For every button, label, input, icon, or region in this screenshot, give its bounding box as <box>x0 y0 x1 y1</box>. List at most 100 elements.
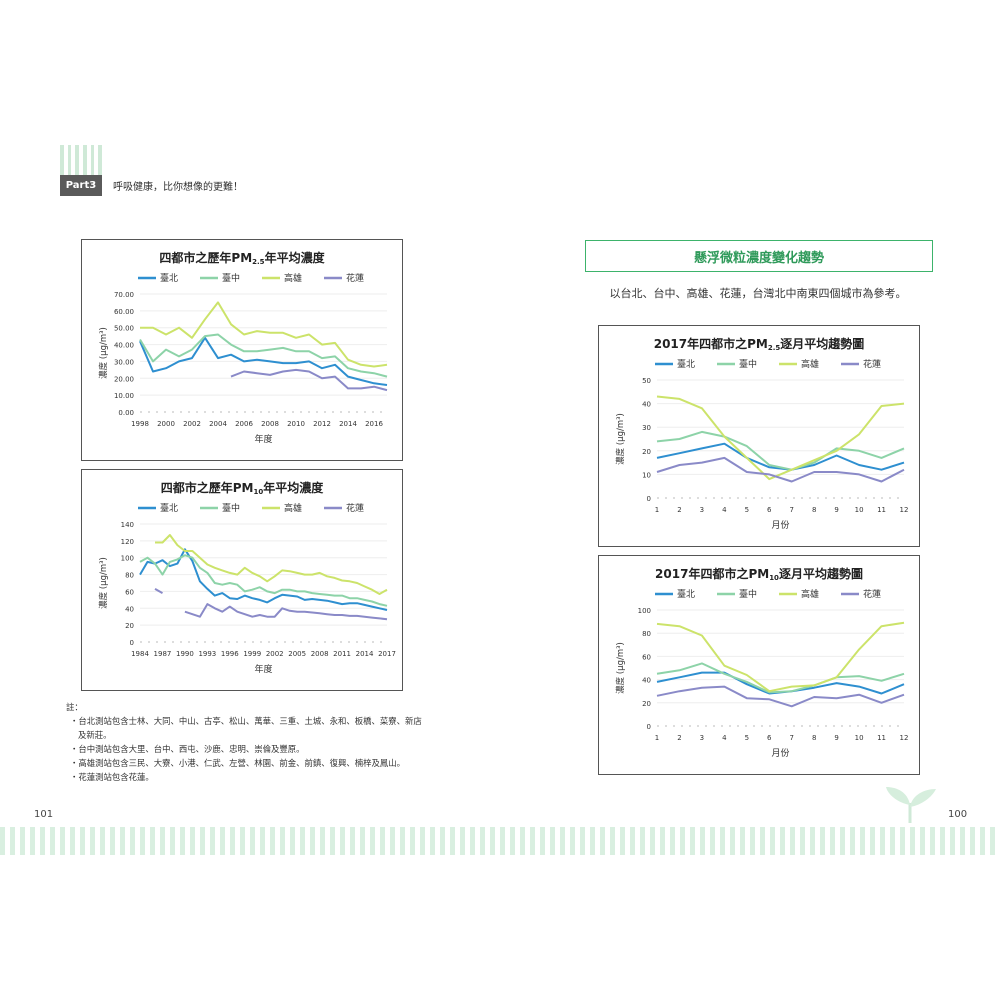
x-tick-label: 1987 <box>154 650 172 658</box>
x-tick-label: 2017 <box>378 650 396 658</box>
legend-label: 高雄 <box>801 588 819 600</box>
part-label: Part3 <box>60 175 102 196</box>
x-tick-label: 9 <box>834 506 838 514</box>
y-tick-label: 0 <box>647 723 651 731</box>
x-tick-label: 2014 <box>339 420 357 428</box>
y-tick-label: 80 <box>125 572 134 580</box>
series-line <box>656 442 905 471</box>
chart-pm25-yearly: 四都市之歷年PM2.5年平均濃度 臺北 臺中 高雄 花蓮 0.00 10.00 20.00 30… <box>81 239 403 461</box>
x-tick-label: 4 <box>722 734 727 742</box>
y-tick-label: 30.00 <box>114 358 134 366</box>
intro-text: 以台北、台中、高雄、花蓮，台灣北中南東四個城市為參考。 <box>609 287 907 300</box>
x-tick-label: 8 <box>812 734 816 742</box>
legend-label: 臺中 <box>739 358 757 370</box>
y-tick-label: 40 <box>642 401 651 409</box>
page-number-left: 101 <box>34 809 54 820</box>
x-tick-label: 4 <box>722 506 727 514</box>
y-tick-label: 40 <box>642 677 651 685</box>
y-tick-label: 0.00 <box>118 409 134 417</box>
y-tick-label: 20 <box>125 622 134 630</box>
series-line <box>656 621 905 693</box>
y-tick-label: 100 <box>638 607 651 615</box>
chart-title: 2017年四都市之PM2.5逐月平均趨勢圖 <box>654 336 865 352</box>
x-tick-label: 7 <box>789 506 793 514</box>
y-axis-label: 濃度 (μg/m³) <box>98 327 109 379</box>
y-tick-label: 60 <box>642 653 651 661</box>
footer-stripes <box>0 827 1000 855</box>
x-tick-label: 9 <box>834 734 838 742</box>
note-item: ・高雄測站包含三民、大寮、小港、仁武、左營、林園、前金、前鎮、復興、楠梓及鳳山。 <box>70 758 405 768</box>
x-tick-label: 2005 <box>288 650 306 658</box>
y-tick-label: 40.00 <box>114 342 134 350</box>
y-tick-label: 20 <box>642 700 651 708</box>
x-tick-label: 2008 <box>261 420 279 428</box>
y-tick-label: 0 <box>647 495 651 503</box>
chart-pm10-yearly: 四都市之歷年PM10年平均濃度 臺北 臺中 高雄 花蓮 0 20 40 60 80 100 120 14… <box>81 469 403 691</box>
x-tick-label: 6 <box>767 734 772 742</box>
legend-label: 臺北 <box>160 272 178 284</box>
x-tick-label: 2002 <box>183 420 201 428</box>
legend-label: 臺北 <box>677 358 695 370</box>
y-tick-label: 20.00 <box>114 375 134 383</box>
x-tick-label: 10 <box>855 734 864 742</box>
x-tick-label: 2006 <box>235 420 253 428</box>
y-tick-label: 120 <box>121 538 134 546</box>
y-tick-label: 0 <box>130 639 134 647</box>
x-tick-label: 3 <box>700 506 704 514</box>
page-number-right: 100 <box>948 809 968 820</box>
legend-label: 臺北 <box>160 502 178 514</box>
chart-pm25-monthly: 2017年四都市之PM2.5逐月平均趨勢圖 臺北 臺中 高雄 花蓮 0 10 20 30 40 50… <box>598 325 920 547</box>
series-line <box>656 662 905 694</box>
legend-label: 臺中 <box>222 272 240 284</box>
y-tick-label: 70.00 <box>114 291 134 299</box>
y-tick-label: 30 <box>642 424 651 432</box>
x-tick-label: 11 <box>877 734 886 742</box>
x-tick-label: 2008 <box>311 650 329 658</box>
section-banner: 懸浮微粒濃度變化趨勢 <box>585 240 933 272</box>
legend-label: 臺中 <box>222 502 240 514</box>
x-tick-label: 10 <box>855 506 864 514</box>
note-item: ・花蓮測站包含花蓮。 <box>70 772 154 782</box>
notes-heading: 註： <box>66 702 83 712</box>
sprout-icon <box>880 785 940 829</box>
legend-label: 高雄 <box>284 272 302 284</box>
y-tick-label: 10 <box>642 471 651 479</box>
x-tick-label: 2002 <box>266 650 284 658</box>
x-tick-label: 2 <box>677 506 681 514</box>
legend-label: 花蓮 <box>863 588 881 600</box>
chart-pm10-monthly: 2017年四都市之PM10逐月平均趨勢圖 臺北 臺中 高雄 花蓮 0 20 40 60 80 100… <box>598 555 920 775</box>
series-line <box>184 603 388 621</box>
x-tick-label: 1990 <box>176 650 194 658</box>
x-tick-label: 1996 <box>221 650 239 658</box>
y-tick-label: 10.00 <box>114 392 134 400</box>
x-tick-label: 1993 <box>198 650 216 658</box>
x-tick-label: 8 <box>812 506 816 514</box>
y-axis-label: 濃度 (μg/m³) <box>615 642 626 694</box>
y-tick-label: 50.00 <box>114 325 134 333</box>
y-tick-label: 20 <box>642 448 651 456</box>
y-tick-label: 40 <box>125 605 134 613</box>
x-tick-label: 1 <box>655 506 659 514</box>
x-tick-label: 2 <box>677 734 681 742</box>
y-axis-label: 濃度 (μg/m³) <box>98 557 109 609</box>
note-item: ・台中測站包含大里、台中、西屯、沙鹿、忠明、崇倫及豐原。 <box>70 744 305 754</box>
legend-label: 臺中 <box>739 588 757 600</box>
x-tick-label: 5 <box>745 506 749 514</box>
series-line <box>656 671 905 695</box>
series-line <box>140 301 388 368</box>
series-line <box>139 554 388 607</box>
x-tick-label: 2016 <box>365 420 383 428</box>
x-tick-label: 2014 <box>356 650 374 658</box>
series-line <box>139 333 388 378</box>
x-axis-label: 月份 <box>771 747 789 759</box>
legend-label: 花蓮 <box>346 502 364 514</box>
x-tick-label: 1999 <box>243 650 261 658</box>
series-line <box>656 395 905 481</box>
y-tick-label: 80 <box>642 630 651 638</box>
x-tick-label: 1 <box>655 734 659 742</box>
x-axis-label: 年度 <box>254 663 272 675</box>
notes: 註： ・台北測站包含士林、大同、中山、古亭、松山、萬華、三重、土城、永和、板橋、… <box>66 700 426 784</box>
legend-label: 花蓮 <box>346 272 364 284</box>
legend-label: 臺北 <box>677 588 695 600</box>
